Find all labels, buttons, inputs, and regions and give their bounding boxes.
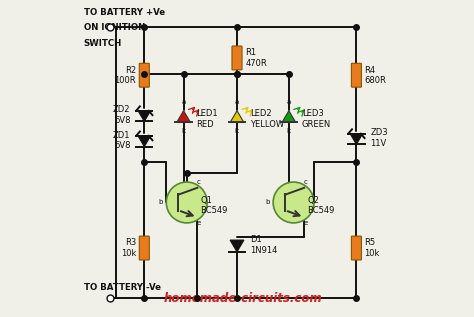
Text: R4
680R: R4 680R [365, 66, 386, 85]
Text: D1
1N914: D1 1N914 [251, 235, 278, 255]
Text: k: k [286, 127, 291, 133]
Text: R1
470R: R1 470R [245, 48, 267, 68]
Text: ZD1
6V8: ZD1 6V8 [113, 131, 130, 150]
Polygon shape [350, 134, 363, 144]
Text: TO BATTERY -Ve: TO BATTERY -Ve [83, 283, 161, 292]
Text: ON IGNITION: ON IGNITION [83, 23, 145, 32]
Text: R5
10k: R5 10k [365, 238, 380, 258]
FancyBboxPatch shape [139, 63, 149, 87]
Text: Q1
BC549: Q1 BC549 [201, 196, 228, 215]
Text: b: b [265, 199, 270, 205]
Polygon shape [177, 111, 191, 122]
Polygon shape [138, 136, 151, 146]
Text: k: k [181, 127, 185, 133]
Text: LED3
GREEN: LED3 GREEN [301, 109, 331, 129]
Text: b: b [159, 199, 163, 205]
Text: c: c [197, 178, 201, 184]
Text: ZD3
11V: ZD3 11V [370, 128, 388, 148]
Text: ZD2
6V8: ZD2 6V8 [113, 106, 130, 125]
Text: a: a [181, 99, 185, 105]
Text: c: c [303, 178, 307, 184]
Text: e: e [196, 220, 201, 226]
FancyBboxPatch shape [139, 236, 149, 260]
FancyBboxPatch shape [351, 236, 362, 260]
Text: TO BATTERY +Ve: TO BATTERY +Ve [83, 8, 165, 17]
Text: R2
100R: R2 100R [115, 66, 136, 85]
Text: homemade-circuits.com: homemade-circuits.com [164, 292, 323, 305]
Polygon shape [230, 240, 244, 252]
Polygon shape [138, 111, 151, 121]
Text: k: k [235, 127, 239, 133]
Text: a: a [235, 99, 239, 105]
FancyBboxPatch shape [232, 46, 242, 70]
Polygon shape [230, 111, 244, 122]
Circle shape [273, 182, 314, 223]
Polygon shape [282, 111, 296, 122]
Text: R3
10k: R3 10k [121, 238, 136, 258]
Text: SWITCH: SWITCH [83, 39, 122, 48]
Text: a: a [286, 99, 291, 105]
Circle shape [166, 182, 207, 223]
Text: LED2
YELLOW: LED2 YELLOW [250, 109, 284, 129]
Text: Q2
BC549: Q2 BC549 [307, 196, 335, 215]
Text: e: e [303, 220, 308, 226]
Text: LED1
RED: LED1 RED [196, 109, 218, 129]
FancyBboxPatch shape [351, 63, 362, 87]
